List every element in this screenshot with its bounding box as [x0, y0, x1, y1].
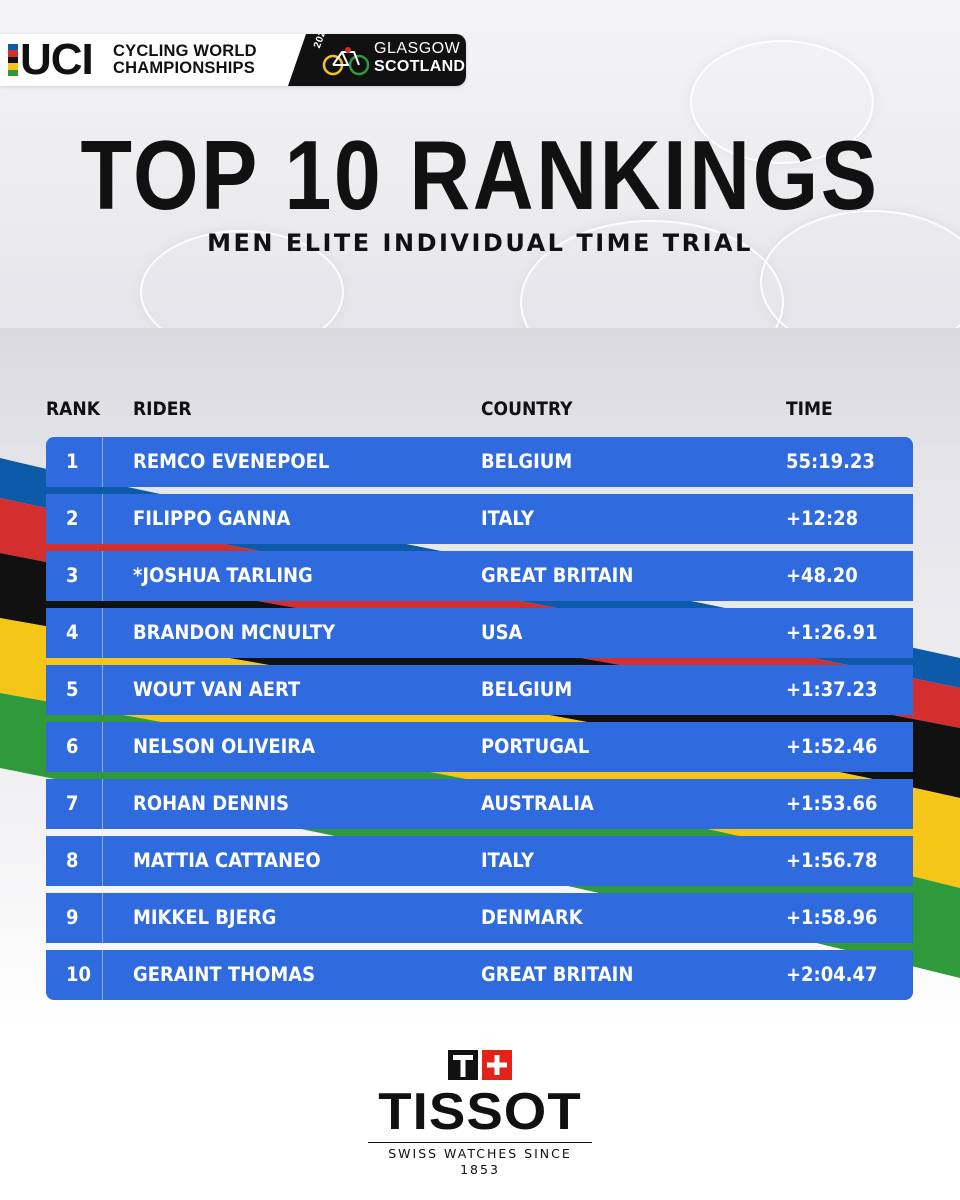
column-header-time: TIME: [786, 398, 833, 420]
time-cell: +1:26.91: [786, 621, 878, 644]
rider-cell: *JOSHUA TARLING: [133, 564, 313, 587]
rank-cell: 6: [66, 735, 79, 758]
time-cell: +12:28: [786, 507, 859, 530]
rank-cell: 10: [66, 963, 91, 986]
rider-cell: BRANDON MCNULTY: [133, 621, 336, 644]
rider-cell: MATTIA CATTANEO: [133, 849, 321, 872]
column-header-rider: RIDER: [133, 398, 192, 420]
country-cell: BELGIUM: [481, 678, 573, 701]
table-row: 8 MATTIA CATTANEO ITALY +1:56.78: [46, 836, 913, 886]
row-divider: [102, 950, 103, 1000]
table-row: 4 BRANDON MCNULTY USA +1:26.91: [46, 608, 913, 658]
table-row: 2 FILIPPO GANNA ITALY +12:28: [46, 494, 913, 544]
sponsor-tagline: SWISS WATCHES SINCE 1853: [368, 1142, 592, 1178]
rank-cell: 3: [66, 564, 79, 587]
event-logo: UCI CYCLING WORLD CHAMPIONSHIPS 2023 GLA…: [0, 34, 466, 86]
country-cell: GREAT BRITAIN: [481, 564, 634, 587]
sponsor-name: TISSOT: [378, 1083, 582, 1141]
rider-cell: REMCO EVENEPOEL: [133, 450, 330, 473]
uci-event-name: CYCLING WORLD CHAMPIONSHIPS: [113, 42, 257, 77]
time-cell: +1:58.96: [786, 906, 878, 929]
rider-cell: WOUT VAN AERT: [133, 678, 301, 701]
time-cell: +1:53.66: [786, 792, 878, 815]
rank-cell: 5: [66, 678, 79, 701]
country-cell: USA: [481, 621, 523, 644]
time-cell: +1:56.78: [786, 849, 878, 872]
country-cell: PORTUGAL: [481, 735, 590, 758]
row-divider: [102, 437, 103, 487]
time-cell: +48.20: [786, 564, 858, 587]
host-city: GLASGOW: [374, 40, 461, 57]
country-cell: ITALY: [481, 507, 535, 530]
table-row: 1 REMCO EVENEPOEL BELGIUM 55:19.23: [46, 437, 913, 487]
rider-cell: MIKKEL BJERG: [133, 906, 277, 929]
sponsor-logo: TISSOT SWISS WATCHES SINCE 1853: [360, 1050, 600, 1177]
host-city-badge: 2023 GLASGOW SCOTLAND: [288, 34, 466, 86]
table-row: 10 GERAINT THOMAS GREAT BRITAIN +2:04.47: [46, 950, 913, 1000]
row-divider: [102, 722, 103, 772]
column-header-rank: RANK: [46, 398, 100, 420]
table-row: 6 NELSON OLIVEIRA PORTUGAL +1:52.46: [46, 722, 913, 772]
rank-cell: 8: [66, 849, 79, 872]
time-cell: +1:52.46: [786, 735, 878, 758]
row-divider: [102, 494, 103, 544]
table-row: 7 ROHAN DENNIS AUSTRALIA +1:53.66: [46, 779, 913, 829]
table-row: 3 *JOSHUA TARLING GREAT BRITAIN +48.20: [46, 551, 913, 601]
row-divider: [102, 665, 103, 715]
time-cell: +2:04.47: [786, 963, 878, 986]
bicycle-icon: [322, 47, 370, 76]
rider-cell: FILIPPO GANNA: [133, 507, 291, 530]
row-divider: [102, 836, 103, 886]
uci-rainbow-icon: [8, 44, 18, 76]
rank-cell: 2: [66, 507, 79, 530]
column-header-country: COUNTRY: [481, 398, 573, 420]
page-subtitle: MEN ELITE INDIVIDUAL TIME TRIAL: [207, 229, 753, 257]
table-row: 5 WOUT VAN AERT BELGIUM +1:37.23: [46, 665, 913, 715]
row-divider: [102, 551, 103, 601]
tissot-cross-icon: [448, 1050, 512, 1080]
rider-cell: GERAINT THOMAS: [133, 963, 316, 986]
rank-cell: 4: [66, 621, 79, 644]
country-cell: BELGIUM: [481, 450, 573, 473]
country-cell: GREAT BRITAIN: [481, 963, 634, 986]
rank-cell: 7: [66, 792, 79, 815]
table-row: 9 MIKKEL BJERG DENMARK +1:58.96: [46, 893, 913, 943]
row-divider: [102, 779, 103, 829]
host-country: SCOTLAND: [374, 58, 466, 75]
rider-cell: NELSON OLIVEIRA: [133, 735, 316, 758]
row-divider: [102, 608, 103, 658]
country-cell: DENMARK: [481, 906, 583, 929]
uci-logo-text: UCI: [20, 35, 94, 84]
country-cell: AUSTRALIA: [481, 792, 594, 815]
country-cell: ITALY: [481, 849, 535, 872]
rank-cell: 9: [66, 906, 79, 929]
row-divider: [102, 893, 103, 943]
rider-cell: ROHAN DENNIS: [133, 792, 289, 815]
page-title: TOP 10 RANKINGS: [80, 120, 880, 230]
rank-cell: 1: [66, 450, 79, 473]
time-cell: 55:19.23: [786, 450, 875, 473]
time-cell: +1:37.23: [786, 678, 878, 701]
